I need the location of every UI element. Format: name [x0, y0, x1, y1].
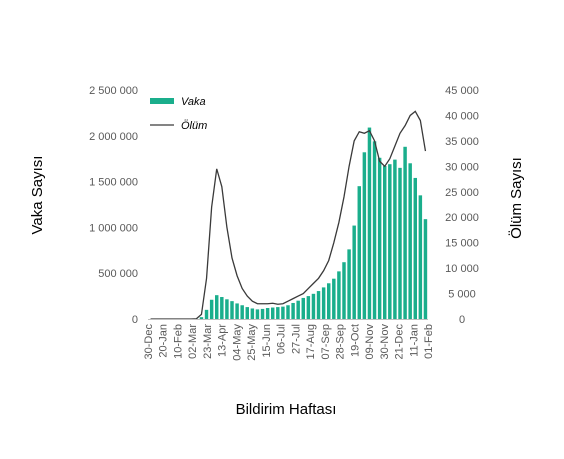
case-bar	[316, 291, 321, 319]
case-bar	[225, 299, 229, 319]
case-bar	[413, 177, 417, 319]
case-bar	[398, 167, 402, 319]
case-bar	[255, 309, 260, 319]
y2-tick-label: 5 000	[448, 289, 476, 301]
y2-tick-label: 15 000	[445, 238, 479, 250]
x-tick-label: 10-Feb	[172, 324, 184, 359]
x-axis-title: Bildirim Haftası	[236, 401, 337, 418]
case-bar	[383, 166, 387, 319]
case-bar	[372, 141, 377, 319]
y2-tick-label: 30 000	[445, 161, 479, 173]
case-bar	[301, 297, 305, 319]
case-bar	[321, 287, 326, 319]
x-tick-label: 20-Jan	[158, 324, 170, 358]
case-bar	[352, 225, 356, 319]
x-tick-label: 15-Jun	[261, 324, 273, 358]
case-bar	[209, 299, 214, 319]
case-bar	[306, 296, 311, 319]
y2-tick-label: 35 000	[445, 136, 479, 148]
case-bar	[296, 300, 300, 319]
case-bar	[204, 309, 209, 319]
x-tick-label: 28-Sep	[335, 324, 347, 359]
case-bar	[393, 159, 397, 319]
case-bar	[271, 307, 275, 319]
case-bar	[215, 295, 219, 319]
case-bar	[291, 302, 295, 319]
case-bar	[327, 283, 331, 319]
x-tick-label: 11-Jan	[408, 324, 420, 357]
legend-vaka-label: Vaka	[181, 96, 206, 108]
case-bar	[403, 146, 407, 319]
y-tick-label: 1 000 000	[89, 222, 138, 234]
case-bar	[265, 308, 270, 319]
case-bars-group	[194, 127, 428, 319]
y2-tick-label: 20 000	[445, 212, 479, 224]
y2-tick-label: 40 000	[445, 110, 479, 122]
case-bar	[377, 157, 382, 319]
case-bar	[230, 301, 234, 319]
y2-tick-label: 45 000	[445, 85, 479, 97]
legend-olum-label: Ölüm	[181, 120, 207, 132]
case-bar	[260, 308, 265, 319]
case-bar	[220, 297, 224, 319]
case-bar	[362, 152, 367, 319]
x-tick-label: 01-Feb	[423, 324, 435, 359]
x-tick-label: 19-Oct	[349, 324, 361, 357]
y-tick-label: 500 000	[98, 268, 138, 280]
legend: Vaka Ölüm	[150, 96, 207, 132]
x-axis-ticks: 30-Dec 20-Jan 10-Feb 02-Mar 23-Mar 13-Apr 04-M…	[143, 324, 435, 361]
case-bar	[342, 262, 346, 319]
y-tick-label: 2 000 000	[89, 131, 138, 143]
y-tick-label: 0	[132, 314, 138, 326]
x-tick-label: 30-Nov	[379, 324, 391, 360]
x-tick-label: 21-Dec	[394, 324, 406, 360]
x-tick-label: 06-Jul	[276, 324, 288, 354]
x-tick-label: 17-Aug	[305, 324, 317, 359]
case-bar	[367, 127, 372, 319]
x-tick-label: 02-Mar	[187, 324, 199, 359]
x-tick-label: 07-Sep	[320, 324, 332, 359]
case-bar	[286, 305, 290, 319]
case-bar	[276, 307, 280, 319]
y-axis-title: Vaka Sayısı	[29, 156, 46, 235]
x-tick-label: 25-May	[246, 324, 258, 361]
case-bar	[357, 186, 361, 319]
y-tick-label: 1 500 000	[89, 177, 138, 189]
death-series-line	[150, 110, 427, 320]
x-tick-label: 09-Nov	[364, 324, 376, 360]
case-bar	[245, 307, 249, 319]
legend-vaka-swatch	[150, 98, 174, 104]
case-bar	[337, 271, 341, 319]
right-axis-ticks: 0 5 000 10 000 15 000 20 000 25 000 30 000 35 0…	[445, 85, 479, 326]
y2-axis-title: Ölüm Sayısı	[507, 157, 525, 239]
case-bar	[347, 249, 351, 319]
y2-tick-label: 25 000	[445, 187, 479, 199]
case-bar	[423, 219, 428, 319]
case-bar	[408, 163, 412, 319]
left-axis-ticks: 0 500 000 1 000 000 1 500 000 2 000 000 2 500…	[89, 85, 138, 326]
y2-tick-label: 10 000	[445, 263, 479, 275]
x-tick-label: 23-Mar	[202, 324, 214, 359]
case-bar	[311, 293, 316, 319]
case-bar	[250, 308, 255, 319]
case-bar	[281, 306, 285, 319]
case-bar	[199, 317, 204, 319]
case-bar	[240, 305, 244, 319]
x-tick-label: 04-May	[231, 324, 243, 361]
case-bar	[388, 164, 392, 319]
case-bar	[235, 303, 239, 319]
y-tick-label: 2 500 000	[89, 85, 138, 97]
x-tick-label: 13-Apr	[217, 324, 229, 357]
x-tick-label: 30-Dec	[143, 324, 155, 360]
x-tick-label: 27-Jul	[290, 324, 302, 354]
y2-tick-label: 0	[459, 314, 465, 326]
case-bar	[418, 195, 423, 319]
case-bar	[332, 278, 336, 319]
